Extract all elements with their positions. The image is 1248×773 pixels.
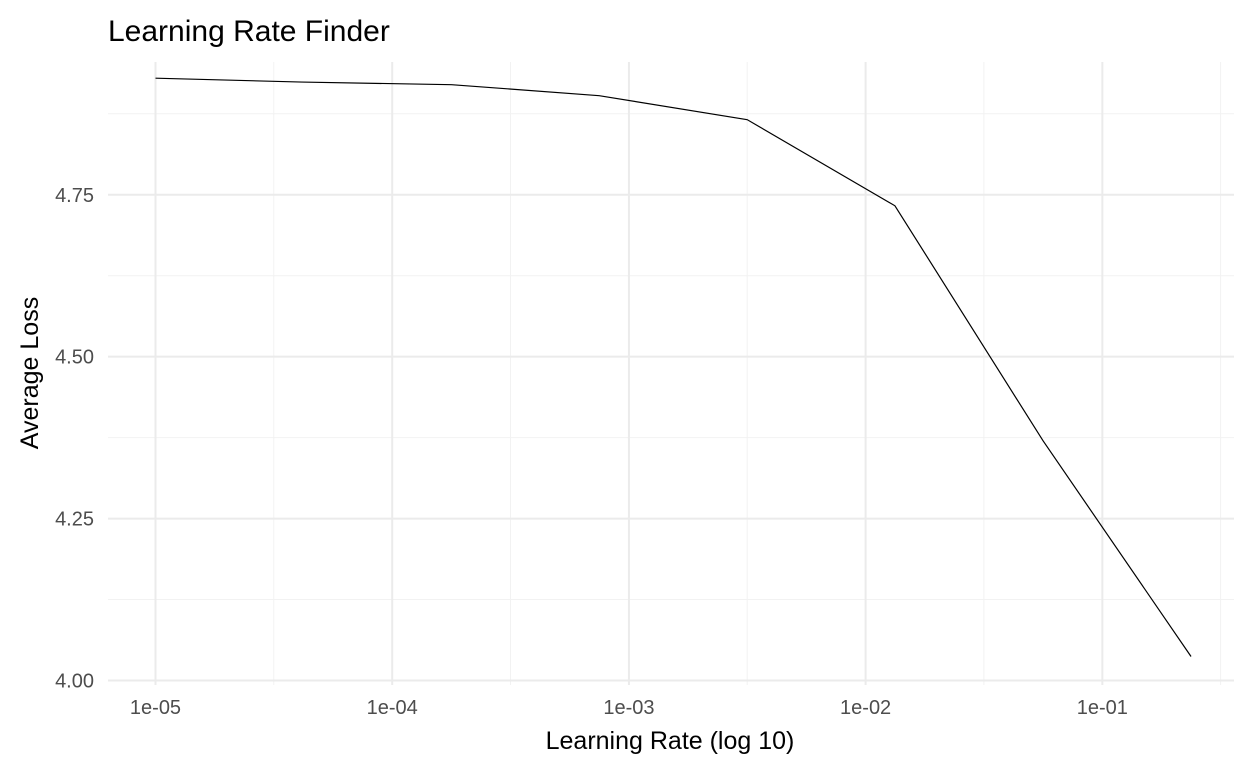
y-tick-label: 4.50 [55, 347, 94, 369]
x-tick-label: 1e-01 [1077, 697, 1128, 719]
chart-title: Learning Rate Finder [108, 15, 390, 48]
y-axis-tick-labels: 4.00 4.25 4.50 4.75 [55, 185, 94, 693]
y-tick-label: 4.00 [55, 670, 94, 692]
series-line [155, 77, 1192, 657]
x-axis-title: Learning Rate (log 10) [546, 727, 795, 755]
x-tick-label: 1e-05 [130, 697, 181, 719]
y-tick-label: 4.25 [55, 509, 94, 531]
series-layer [155, 77, 1192, 657]
grid-major-lines [108, 62, 1234, 685]
x-tick-label: 1e-02 [840, 697, 891, 719]
x-tick-label: 1e-04 [367, 697, 418, 719]
y-axis-title: Average Loss [16, 297, 44, 449]
y-tick-label: 4.75 [55, 185, 94, 207]
x-axis-tick-labels: 1e-05 1e-04 1e-03 1e-02 1e-01 [130, 697, 1128, 719]
x-tick-label: 1e-03 [603, 697, 654, 719]
grid-minor-lines [108, 62, 1234, 685]
